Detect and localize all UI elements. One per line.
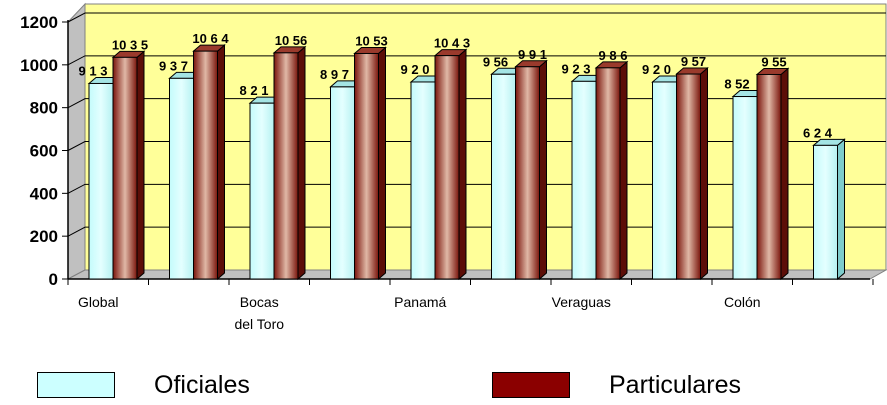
y-tick-label: 1000 — [20, 56, 58, 75]
bar-particulares-front — [273, 52, 299, 280]
data-label-oficiales: 9 2 0 — [642, 62, 671, 77]
data-label-oficiales: 8 9 7 — [320, 67, 349, 82]
data-label-oficiales: 9 1 3 — [79, 63, 108, 78]
legend-label-oficiales: Oficiales — [154, 370, 250, 399]
bar-particulares-front — [112, 56, 138, 280]
bar-oficiales-front — [330, 86, 355, 280]
data-label-particulares: 9 55 — [761, 54, 786, 69]
data-label-oficiales: 9 2 3 — [562, 61, 591, 76]
y-tick-label: 600 — [30, 142, 58, 161]
bar-particulares-side — [619, 60, 628, 281]
bar-oficiales-front — [813, 144, 838, 280]
bar-particulares-front — [515, 66, 540, 280]
data-label-oficiales: 6 2 4 — [803, 125, 833, 140]
data-label-particulares: 10 6 4 — [192, 31, 229, 46]
x-category-label: Veraguas — [552, 294, 611, 310]
data-label-oficiales: 9 56 — [483, 54, 508, 69]
legend-label-particulares: Particulares — [609, 370, 741, 399]
bar-oficiales-front — [732, 96, 758, 280]
bar-particulares — [272, 45, 307, 281]
bar-particulares — [594, 60, 629, 281]
legend-swatch-particulares — [492, 372, 570, 398]
bar-particulares-side — [780, 67, 789, 281]
bar-particulares-side — [297, 45, 306, 281]
x-category-label-line: Bocas — [240, 294, 279, 310]
bar-particulares — [192, 44, 226, 281]
x-category-label-line: Colón — [724, 294, 761, 310]
bar-oficiales — [812, 138, 846, 281]
data-label-oficiales: 9 3 7 — [159, 58, 188, 73]
bar-oficiales-front — [652, 81, 677, 280]
bar-particulares — [353, 46, 387, 281]
bar-particulares — [675, 66, 709, 281]
legend-swatch-oficiales — [37, 372, 115, 398]
y-tick-label: 1200 — [20, 13, 58, 32]
bar-particulares-side — [539, 59, 547, 281]
bar-oficiales-front — [249, 102, 275, 280]
x-category-label: Global — [78, 294, 118, 310]
y-tick-label: 0 — [49, 270, 58, 289]
data-label-particulares: 10 4 3 — [434, 36, 470, 51]
x-category-label-line: del Toro — [234, 316, 284, 332]
legend-item-particulares: Particulares — [492, 370, 741, 400]
bar-oficiales-front — [571, 80, 597, 280]
bar-oficiales-front — [491, 73, 516, 280]
bar-particulares-side — [700, 66, 708, 281]
bar-particulares-front — [756, 73, 782, 280]
x-category-label: Colón — [724, 294, 761, 310]
bar-particulares-front — [676, 73, 701, 280]
data-label-particulares: 9 9 1 — [518, 47, 547, 62]
bar-particulares — [111, 50, 146, 281]
bar-oficiales-side — [837, 138, 845, 281]
bar-chart: 0 200 400 600 800 1000 1200 9 1 3 10 3 5 9 3 7 10… — [20, 2, 887, 332]
data-label-oficiales: 9 2 0 — [401, 62, 430, 77]
data-label-oficiales: 8 2 1 — [240, 83, 269, 98]
x-category-label-line: Veraguas — [552, 294, 611, 310]
bar-particulares-side — [378, 46, 386, 281]
bar-particulares — [433, 48, 468, 281]
bar-oficiales-front — [169, 77, 194, 280]
y-tick-label: 400 — [30, 184, 58, 203]
x-category-label-line: Global — [78, 294, 118, 310]
bar-particulares-front — [434, 55, 460, 280]
chart-side-wall — [67, 2, 86, 280]
x-category-label: Panamá — [394, 294, 446, 310]
data-label-particulares: 10 56 — [275, 33, 308, 48]
bar-particulares — [755, 67, 790, 281]
bar-particulares-front — [354, 52, 379, 280]
bar-oficiales-front — [88, 82, 114, 280]
data-label-particulares: 10 3 5 — [112, 37, 148, 52]
bar-particulares — [514, 59, 548, 281]
x-category-label: Bocas del Toro — [234, 294, 284, 332]
y-tick-label: 200 — [30, 227, 58, 246]
gridline — [67, 12, 886, 23]
bar-particulares-side — [458, 48, 467, 281]
data-label-particulares: 10 53 — [355, 33, 388, 48]
y-tick-label: 800 — [30, 99, 58, 118]
legend-item-oficiales: Oficiales — [37, 370, 250, 400]
bar-particulares-front — [193, 50, 218, 280]
data-label-oficiales: 8 52 — [724, 77, 749, 92]
bar-oficiales-front — [410, 81, 436, 280]
data-label-particulares: 9 8 6 — [599, 48, 628, 63]
x-category-label-line: Panamá — [394, 294, 446, 310]
bar-particulares-front — [595, 67, 621, 280]
gridline — [67, 55, 886, 66]
bar-particulares-side — [136, 50, 145, 281]
data-label-particulares: 9 57 — [681, 54, 706, 69]
bar-particulares-side — [217, 44, 225, 281]
